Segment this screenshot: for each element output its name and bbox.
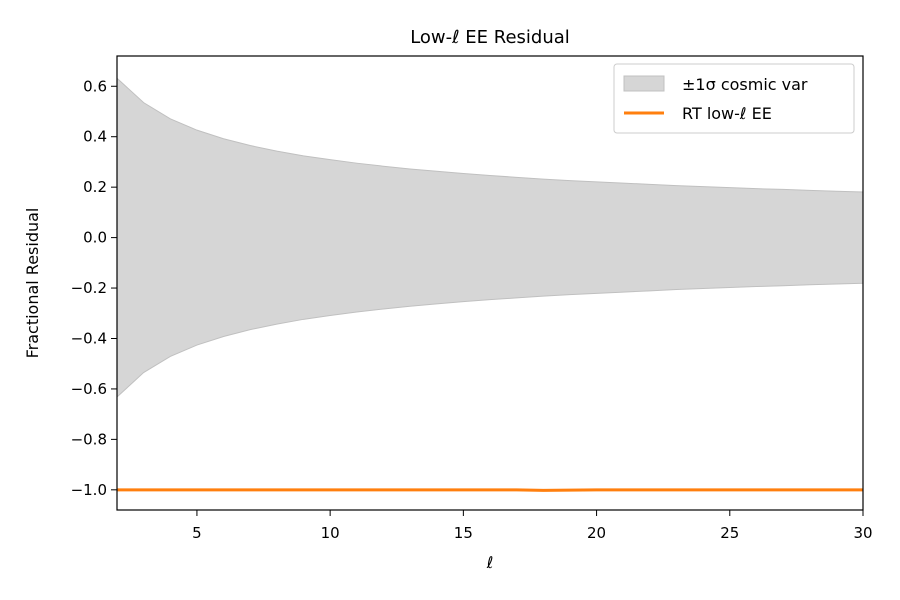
legend-band-swatch — [623, 75, 665, 92]
y-axis: 0.6 0.4 0.2 0.0 −0.2 −0.4 −0.6 −0.8 −1.0 — [71, 77, 117, 499]
x-tick-label: 25 — [720, 524, 739, 542]
legend-band-label: ±1σ cosmic var — [682, 75, 808, 94]
x-tick-label: 10 — [321, 524, 340, 542]
y-tick-label: 0.2 — [83, 178, 107, 196]
series-layer — [117, 488, 863, 492]
legend: ±1σ cosmic var RT low-ℓ EE — [613, 63, 855, 134]
y-tick-label: −0.2 — [71, 279, 107, 297]
y-tick-label: −0.8 — [71, 430, 107, 448]
x-axis: 5 10 15 20 25 30 — [192, 510, 873, 542]
x-tick-label: 15 — [454, 524, 473, 542]
x-axis-label: ℓ — [486, 553, 494, 572]
series-line-0 — [117, 488, 863, 492]
chart-title: Low-ℓ EE Residual — [410, 27, 570, 48]
y-axis-label: Fractional Residual — [23, 208, 42, 359]
y-tick-label: 0.6 — [83, 77, 107, 95]
legend-frame — [613, 63, 855, 134]
plot-area — [116, 77, 864, 492]
y-tick-label: −0.6 — [71, 380, 107, 398]
x-tick-label: 5 — [192, 524, 202, 542]
plot-frame — [116, 55, 864, 511]
legend-series-label: RT low-ℓ EE — [682, 104, 772, 123]
y-tick-label: −0.4 — [71, 329, 107, 347]
x-tick-label: 20 — [587, 524, 606, 542]
y-tick-label: −1.0 — [71, 481, 107, 499]
y-tick-label: 0.4 — [83, 128, 107, 146]
y-tick-label: 0.0 — [83, 229, 107, 247]
x-tick-label: 30 — [853, 524, 872, 542]
